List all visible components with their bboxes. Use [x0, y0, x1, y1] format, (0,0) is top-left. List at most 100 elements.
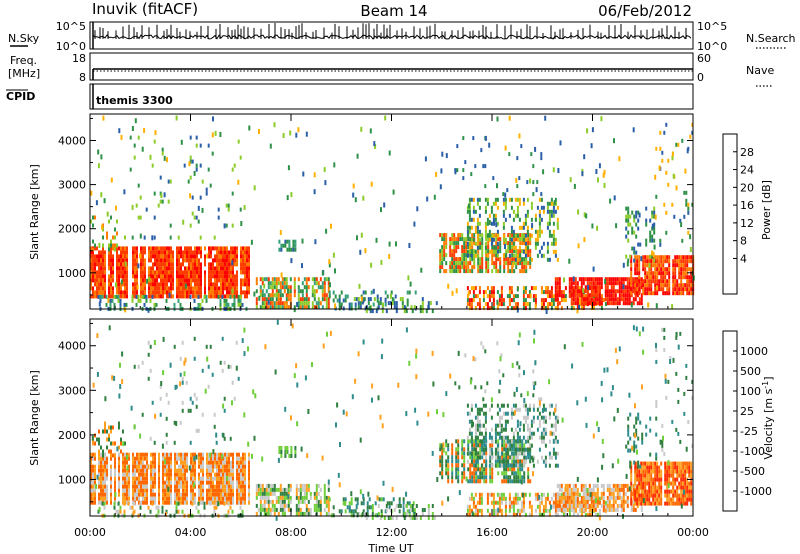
power-cell	[142, 278, 144, 283]
power-cell	[548, 257, 551, 262]
velocity-cell	[150, 468, 152, 473]
power-cell	[287, 293, 290, 298]
power-cell	[407, 275, 410, 281]
velocity-cell	[128, 492, 130, 497]
power-cell	[118, 266, 120, 271]
power-cell	[118, 286, 120, 291]
power-cell	[664, 283, 667, 288]
power-cell	[220, 258, 222, 263]
velocity-cell	[230, 492, 232, 497]
power-cell	[182, 286, 184, 291]
power-colorbar-tick-label: 24	[740, 164, 754, 177]
velocity-cell	[166, 472, 168, 477]
power-cell	[240, 221, 243, 226]
velocity-cell	[190, 464, 192, 469]
velocity-cell	[182, 460, 184, 465]
power-cell	[474, 225, 477, 230]
power-cell	[204, 274, 206, 279]
velocity-cell	[137, 364, 140, 369]
power-cell	[554, 306, 557, 311]
power-cell	[229, 294, 232, 299]
velocity-cell	[158, 484, 160, 489]
power-cell	[499, 245, 502, 250]
power-cell	[498, 302, 501, 307]
velocity-cell	[477, 467, 480, 472]
power-cell	[210, 250, 212, 255]
power-cell	[170, 274, 172, 279]
power-cell	[358, 283, 361, 289]
velocity-cell	[480, 443, 483, 448]
velocity-cell	[100, 472, 102, 477]
velocity-cell	[238, 480, 240, 485]
power-cell	[212, 282, 214, 287]
velocity-cell	[181, 376, 184, 381]
power-cell	[248, 282, 250, 287]
power-cell	[470, 241, 473, 246]
power-cell	[325, 305, 328, 310]
power-cell	[178, 294, 180, 299]
power-cell	[399, 297, 402, 302]
power-cell	[582, 297, 585, 302]
velocity-cell	[371, 508, 374, 512]
power-cell	[104, 266, 106, 271]
power-cell	[525, 265, 528, 270]
velocity-cell	[385, 504, 388, 508]
velocity-cell	[173, 420, 176, 425]
power-cell	[468, 217, 471, 222]
power-cell	[198, 278, 200, 283]
power-cell	[486, 286, 489, 291]
velocity-cell	[505, 471, 508, 476]
power-cell	[236, 290, 238, 295]
velocity-cell	[224, 496, 226, 501]
power-cell	[156, 274, 158, 279]
power-cell	[473, 261, 476, 266]
velocity-cell	[445, 471, 448, 476]
power-cell	[153, 215, 156, 220]
velocity-cell	[323, 495, 326, 500]
velocity-cell	[182, 492, 184, 497]
power-cell	[546, 209, 549, 214]
velocity-cell	[470, 431, 473, 436]
velocity-cell	[484, 443, 487, 448]
velocity-cell	[144, 476, 146, 481]
velocity-cell	[175, 501, 178, 506]
power-cell	[519, 249, 522, 254]
power-cell	[170, 294, 172, 299]
power-cell	[325, 301, 328, 306]
power-cell	[265, 277, 268, 282]
power-cell	[470, 172, 473, 177]
power-cell	[554, 277, 557, 282]
velocity-cell	[94, 433, 96, 438]
velocity-cell	[299, 511, 302, 516]
velocity-cell	[122, 464, 124, 469]
power-cell	[596, 281, 599, 286]
power-cell	[466, 286, 469, 291]
velocity-cell	[90, 460, 92, 465]
power-cell	[212, 116, 214, 122]
velocity-cell	[147, 376, 150, 381]
velocity-cell	[327, 511, 330, 516]
power-cell	[234, 286, 236, 291]
power-cell	[457, 265, 460, 270]
velocity-cell	[491, 471, 494, 476]
velocity-cell	[386, 501, 389, 506]
power-cell	[656, 267, 659, 272]
power-cell	[98, 266, 100, 271]
velocity-cell	[104, 425, 106, 430]
power-cell	[346, 294, 349, 299]
power-cell	[100, 254, 102, 259]
velocity-cell	[476, 419, 479, 424]
velocity-cell	[218, 484, 220, 489]
power-cell	[492, 302, 495, 307]
velocity-cell	[212, 496, 214, 501]
power-cell	[472, 253, 475, 258]
velocity-cell	[441, 459, 444, 464]
power-cell	[612, 281, 615, 286]
power-cell	[476, 201, 479, 206]
power-cell	[445, 237, 448, 242]
velocity-cell	[216, 472, 218, 477]
power-cell	[188, 294, 190, 299]
velocity-cell	[509, 467, 512, 472]
velocity-cell	[147, 340, 150, 345]
power-cell	[519, 257, 522, 262]
